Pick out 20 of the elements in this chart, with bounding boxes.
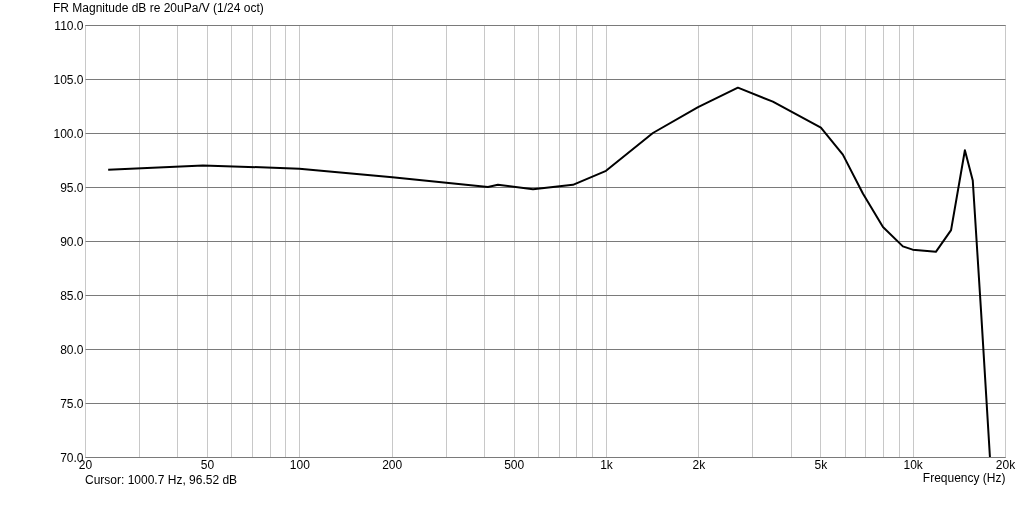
x-tick-label: 100 [289, 457, 311, 472]
x-tick-label: 20k [995, 457, 1017, 472]
chart-title: FR Magnitude dB re 20uPa/V (1/24 oct) [52, 1, 264, 15]
x-tick-label: 2k [692, 457, 707, 472]
y-tick-label: 85.0 [60, 288, 84, 303]
y-tick-label: 80.0 [60, 342, 84, 357]
x-tick-label: 1k [600, 457, 614, 472]
y-tick-label: 105.0 [53, 72, 84, 87]
y-tick-label: 110.0 [54, 18, 84, 33]
y-tick-label: 95.0 [60, 180, 84, 195]
x-tick-label: 500 [504, 457, 525, 472]
y-tick-label: 100.0 [53, 126, 84, 141]
x-tick-label: 200 [382, 457, 403, 472]
x-axis-title: Frequency (Hz) [922, 470, 1006, 485]
y-tick-label: 90.0 [60, 234, 84, 249]
x-tick-label: 5k [814, 457, 829, 472]
y-tick-label: 75.0 [60, 396, 84, 411]
text: Cursor: 1000.7 Hz, 96.52 dB [85, 473, 238, 487]
x-tick-label: 10k [903, 457, 924, 472]
x-tick-label: 50 [200, 457, 215, 472]
